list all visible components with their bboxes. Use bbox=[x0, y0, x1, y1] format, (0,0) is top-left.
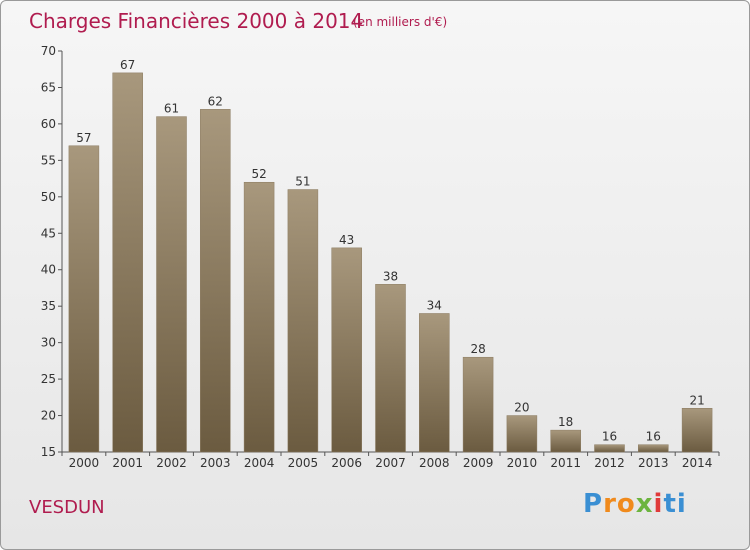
data-label: 18 bbox=[558, 415, 573, 429]
bar bbox=[550, 429, 581, 453]
x-tick-label: 2010 bbox=[507, 456, 538, 470]
bar bbox=[243, 181, 275, 453]
y-tick-label: 60 bbox=[41, 117, 56, 131]
data-label: 51 bbox=[295, 175, 310, 189]
chart-unit: (en milliers d'€) bbox=[353, 15, 448, 29]
logo-letter: i bbox=[653, 489, 664, 519]
axes: 15 20 25 30 35 40 45 50 55 60 65 70 2000 2001 2002 2003… bbox=[41, 44, 720, 470]
data-label: 16 bbox=[602, 430, 617, 444]
data-label: 43 bbox=[339, 233, 354, 247]
data-label: 38 bbox=[383, 269, 398, 283]
data-label: 21 bbox=[689, 393, 704, 407]
x-tick-label: 2001 bbox=[112, 456, 143, 470]
data-labels: 57 67 61 62 52 51 43 38 34 28 20 18 16 16 21 bbox=[76, 58, 704, 444]
bar bbox=[112, 72, 143, 453]
bar bbox=[419, 313, 450, 453]
logo-letter: x bbox=[635, 489, 654, 519]
data-label: 52 bbox=[251, 167, 266, 181]
data-label: 67 bbox=[120, 58, 135, 72]
y-tick-label: 20 bbox=[41, 409, 56, 423]
bar bbox=[331, 247, 362, 453]
bar bbox=[594, 444, 625, 453]
data-label: 20 bbox=[514, 401, 529, 415]
y-tick-label: 55 bbox=[41, 153, 56, 167]
place-name: VESDUN bbox=[29, 497, 105, 518]
data-label: 57 bbox=[76, 131, 91, 145]
logo-letter: P bbox=[583, 489, 604, 519]
y-tick-label: 30 bbox=[41, 336, 56, 350]
x-tick-label: 2005 bbox=[288, 456, 319, 470]
data-label: 61 bbox=[164, 102, 179, 116]
x-tick-label: 2012 bbox=[594, 456, 625, 470]
y-tick-label: 35 bbox=[41, 299, 56, 313]
logo-letter: ti bbox=[663, 489, 687, 519]
x-tick-label: 2013 bbox=[638, 456, 669, 470]
data-label: 62 bbox=[208, 94, 223, 108]
y-tick-label: 40 bbox=[41, 263, 56, 277]
bar bbox=[287, 189, 319, 453]
logo-letter: r bbox=[603, 489, 617, 519]
x-tick-label: 2004 bbox=[244, 456, 275, 470]
y-tick-label: 45 bbox=[41, 226, 56, 240]
bar bbox=[462, 356, 494, 453]
y-tick-label: 15 bbox=[41, 445, 56, 459]
bar bbox=[681, 408, 713, 453]
proxiti-logo: Proxiti bbox=[583, 489, 687, 519]
bar bbox=[200, 109, 231, 453]
data-label: 34 bbox=[427, 298, 442, 312]
bar bbox=[68, 145, 100, 453]
x-tick-label: 2002 bbox=[156, 456, 187, 470]
x-tick-label: 2014 bbox=[682, 456, 713, 470]
bar bbox=[375, 284, 406, 453]
bars bbox=[68, 72, 713, 453]
bar bbox=[638, 444, 669, 453]
chart-title: Charges Financières 2000 à 2014 bbox=[29, 9, 364, 33]
bar bbox=[156, 116, 187, 453]
y-tick-label: 70 bbox=[41, 44, 56, 58]
data-label: 16 bbox=[646, 430, 661, 444]
y-tick-label: 25 bbox=[41, 372, 56, 386]
y-tick-label: 65 bbox=[41, 80, 56, 94]
data-label: 28 bbox=[470, 342, 485, 356]
logo-letter: o bbox=[616, 489, 636, 519]
x-tick-label: 2008 bbox=[419, 456, 450, 470]
x-tick-label: 2011 bbox=[550, 456, 581, 470]
x-tick-label: 2009 bbox=[463, 456, 494, 470]
bar bbox=[506, 415, 538, 453]
y-tick-label: 50 bbox=[41, 190, 56, 204]
x-tick-label: 2006 bbox=[331, 456, 362, 470]
x-tick-label: 2007 bbox=[375, 456, 406, 470]
x-tick-label: 2000 bbox=[69, 456, 100, 470]
x-tick-label: 2003 bbox=[200, 456, 231, 470]
